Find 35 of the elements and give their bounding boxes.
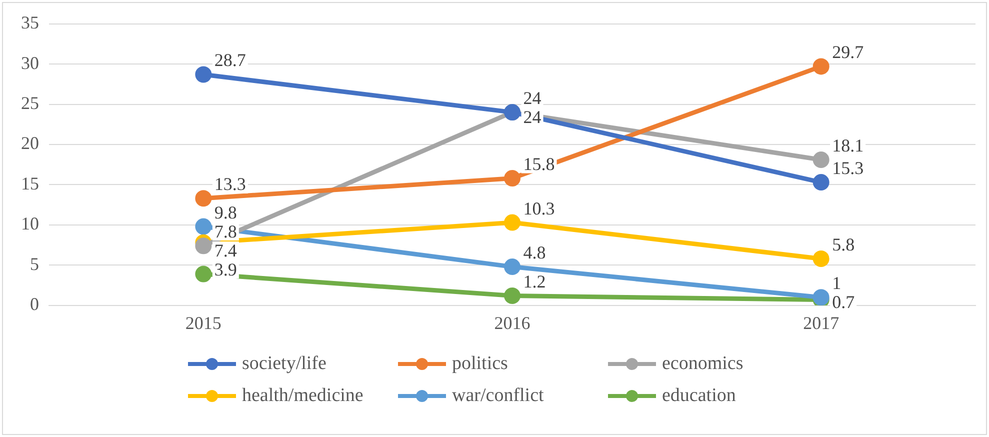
data-label: 0.7 — [832, 292, 855, 312]
legend-label: economics — [662, 353, 744, 375]
data-label: 13.3 — [214, 174, 246, 194]
x-tick-label: 2016 — [494, 312, 530, 333]
y-tick-label: 0 — [30, 294, 39, 314]
legend-label: war/conflict — [452, 385, 544, 407]
y-tick-label: 20 — [21, 133, 39, 154]
x-tick-label: 2015 — [185, 312, 222, 333]
y-tick-label: 25 — [21, 92, 39, 113]
legend-label: education — [662, 385, 736, 407]
data-label: 28.7 — [214, 50, 246, 70]
legend-label: politics — [452, 353, 508, 375]
data-label: 7.4 — [214, 240, 237, 260]
data-label: 1.2 — [523, 271, 546, 292]
data-label: 10.3 — [523, 198, 555, 218]
legend-label: society/life — [242, 353, 326, 375]
data-label: 7.8 — [214, 221, 237, 242]
data-label: 24 — [523, 88, 542, 108]
data-label: 5.8 — [832, 234, 855, 254]
data-label: 1 — [832, 273, 842, 294]
y-tick-label: 35 — [21, 12, 39, 33]
data-label: 15.8 — [523, 154, 555, 174]
data-label: 9.8 — [214, 202, 237, 222]
data-label: 15.3 — [832, 158, 864, 178]
data-label: 29.7 — [832, 42, 864, 62]
data-label: 4.8 — [523, 242, 546, 263]
x-tick-label: 2017 — [803, 312, 840, 333]
data-label: 18.1 — [832, 136, 864, 156]
data-label: 3.9 — [214, 259, 237, 280]
y-tick-label: 10 — [21, 214, 39, 234]
y-tick-label: 5 — [30, 254, 39, 274]
y-tick-label: 15 — [21, 173, 39, 194]
y-tick-label: 30 — [21, 52, 39, 73]
legend-label: health/medicine — [242, 385, 364, 407]
data-label: 24 — [523, 107, 542, 128]
